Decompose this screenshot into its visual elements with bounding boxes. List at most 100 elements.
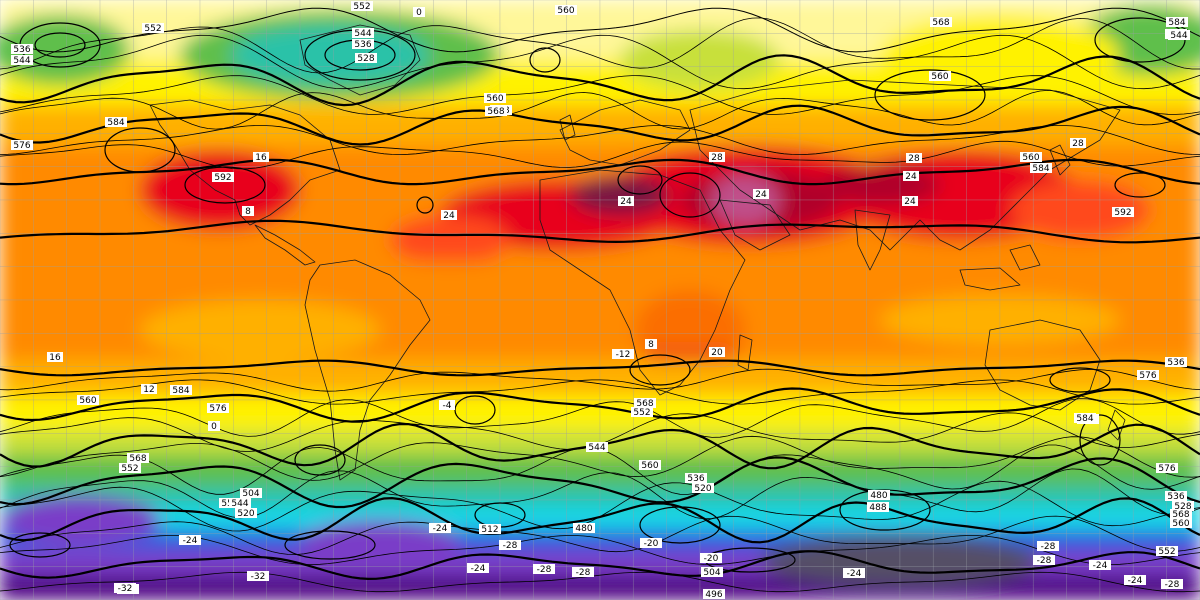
z500-contour-label: 576 bbox=[207, 403, 229, 414]
isoline bbox=[0, 104, 1200, 146]
z500-contour-label: 544 bbox=[352, 28, 374, 39]
t850-temperature-label: -24 bbox=[843, 568, 865, 579]
svg-text:560: 560 bbox=[1022, 153, 1039, 163]
z500-contour-label: 568 bbox=[127, 453, 149, 464]
svg-text:-28: -28 bbox=[503, 541, 518, 551]
svg-text:592: 592 bbox=[1114, 208, 1131, 218]
svg-text:576: 576 bbox=[13, 141, 30, 151]
z500-contour-label: 536 bbox=[11, 44, 33, 55]
t850-temperature-label: -24 bbox=[1124, 575, 1146, 586]
svg-text:544: 544 bbox=[13, 56, 30, 66]
svg-text:-24: -24 bbox=[847, 569, 862, 579]
t850-temperature-label: -28 bbox=[499, 540, 521, 551]
isoline bbox=[0, 468, 1200, 520]
z500-contour-label: 552 bbox=[351, 1, 373, 12]
z500-contour-label: 512 bbox=[479, 524, 501, 535]
isoline bbox=[0, 456, 1200, 509]
t850-temperature-label: 28 bbox=[906, 153, 922, 164]
svg-text:576: 576 bbox=[1139, 371, 1156, 381]
svg-text:24: 24 bbox=[755, 190, 767, 200]
z500-contour-label: 544 bbox=[229, 498, 251, 509]
isoline bbox=[0, 571, 1200, 593]
t850-temperature-label: -24 bbox=[179, 535, 201, 546]
isoline bbox=[0, 379, 1200, 405]
z500-contour-label: 520 bbox=[235, 508, 257, 519]
svg-text:536: 536 bbox=[354, 40, 371, 50]
svg-text:20: 20 bbox=[711, 348, 723, 358]
svg-text:552: 552 bbox=[121, 464, 138, 474]
z500-contour-label: 536 bbox=[685, 473, 707, 484]
svg-text:24: 24 bbox=[904, 197, 916, 207]
z500-contour-label: 504 bbox=[240, 488, 262, 499]
t850-temperature-label: -4 bbox=[439, 400, 455, 411]
svg-text:536: 536 bbox=[1167, 358, 1184, 368]
svg-text:-24: -24 bbox=[183, 536, 198, 546]
z500-contour-label: 560 bbox=[1020, 152, 1042, 163]
svg-text:584: 584 bbox=[1076, 414, 1093, 424]
isoline-cell bbox=[294, 444, 346, 476]
t850-temperature-label: -28 bbox=[572, 567, 594, 578]
svg-text:520: 520 bbox=[237, 509, 254, 519]
coastlines bbox=[149, 24, 1126, 481]
isoline-cell bbox=[629, 354, 691, 386]
t850-temperature-label: 0 bbox=[413, 7, 425, 18]
svg-text:24: 24 bbox=[905, 172, 917, 182]
z500-contour-label: 480 bbox=[573, 523, 595, 534]
svg-text:592: 592 bbox=[214, 173, 231, 183]
svg-text:28: 28 bbox=[908, 154, 920, 164]
svg-text:552: 552 bbox=[1158, 547, 1175, 557]
z500-contour-label: 504 bbox=[701, 567, 723, 578]
isoline bbox=[0, 515, 1200, 556]
z500-contour-label: 552 bbox=[142, 23, 164, 34]
z500-contour-label: 584 bbox=[105, 117, 127, 128]
svg-text:536: 536 bbox=[1167, 492, 1184, 502]
t850-temperature-label: 8 bbox=[645, 339, 657, 350]
t850-temperature-label: 24 bbox=[902, 196, 918, 207]
isoline-cell bbox=[874, 69, 986, 121]
svg-text:-28: -28 bbox=[576, 568, 591, 578]
svg-text:0: 0 bbox=[416, 8, 422, 18]
t850-temperature-label: -32 bbox=[114, 583, 136, 594]
isoline-cell bbox=[104, 127, 176, 173]
z500-contour-label: 568 bbox=[634, 398, 656, 409]
svg-text:488: 488 bbox=[869, 503, 886, 513]
z500-contour-label: 552 bbox=[119, 463, 141, 474]
isoline bbox=[0, 75, 1200, 115]
svg-text:480: 480 bbox=[870, 491, 887, 501]
svg-text:536: 536 bbox=[687, 474, 704, 484]
z500-contour-label: 576 bbox=[1137, 370, 1159, 381]
svg-text:0: 0 bbox=[211, 422, 217, 432]
svg-text:584: 584 bbox=[107, 118, 124, 128]
z500-contour-label: 552 bbox=[1156, 546, 1178, 557]
t850-temperature-label: -20 bbox=[640, 538, 662, 549]
svg-text:-28: -28 bbox=[1041, 542, 1056, 552]
z500-contour-label: 544 bbox=[586, 442, 608, 453]
z500-contour-label: 560 bbox=[929, 71, 951, 82]
svg-text:552: 552 bbox=[144, 24, 161, 34]
svg-text:568: 568 bbox=[636, 399, 653, 409]
t850-temperature-label: -28 bbox=[1033, 555, 1055, 566]
z500-contour-label: 536 bbox=[352, 39, 374, 50]
isoline-cell bbox=[34, 32, 86, 58]
svg-text:8: 8 bbox=[648, 340, 654, 350]
svg-text:16: 16 bbox=[49, 353, 61, 363]
svg-text:-32: -32 bbox=[251, 572, 266, 582]
isoline-cell bbox=[1079, 414, 1121, 466]
t850-temperature-label: -28 bbox=[1037, 541, 1059, 552]
z500-contour-label: 544 bbox=[11, 55, 33, 66]
svg-text:584: 584 bbox=[1032, 164, 1049, 174]
z500-contour-label: 584 bbox=[170, 385, 192, 396]
t850-temperature-label: 8 bbox=[242, 206, 254, 217]
svg-text:584: 584 bbox=[1168, 18, 1185, 28]
svg-text:16: 16 bbox=[255, 153, 267, 163]
z500-contour-label: 488 bbox=[867, 502, 889, 513]
z500-contour-label: 592 bbox=[212, 172, 234, 183]
isoline bbox=[0, 158, 1200, 186]
svg-text:560: 560 bbox=[1172, 519, 1189, 529]
svg-text:536: 536 bbox=[13, 45, 30, 55]
z500-contour-label: 560 bbox=[639, 460, 661, 471]
t850-temperature-label: 16 bbox=[253, 152, 269, 163]
t850-temperature-label: 12 bbox=[141, 384, 157, 395]
isoline bbox=[0, 140, 1200, 170]
